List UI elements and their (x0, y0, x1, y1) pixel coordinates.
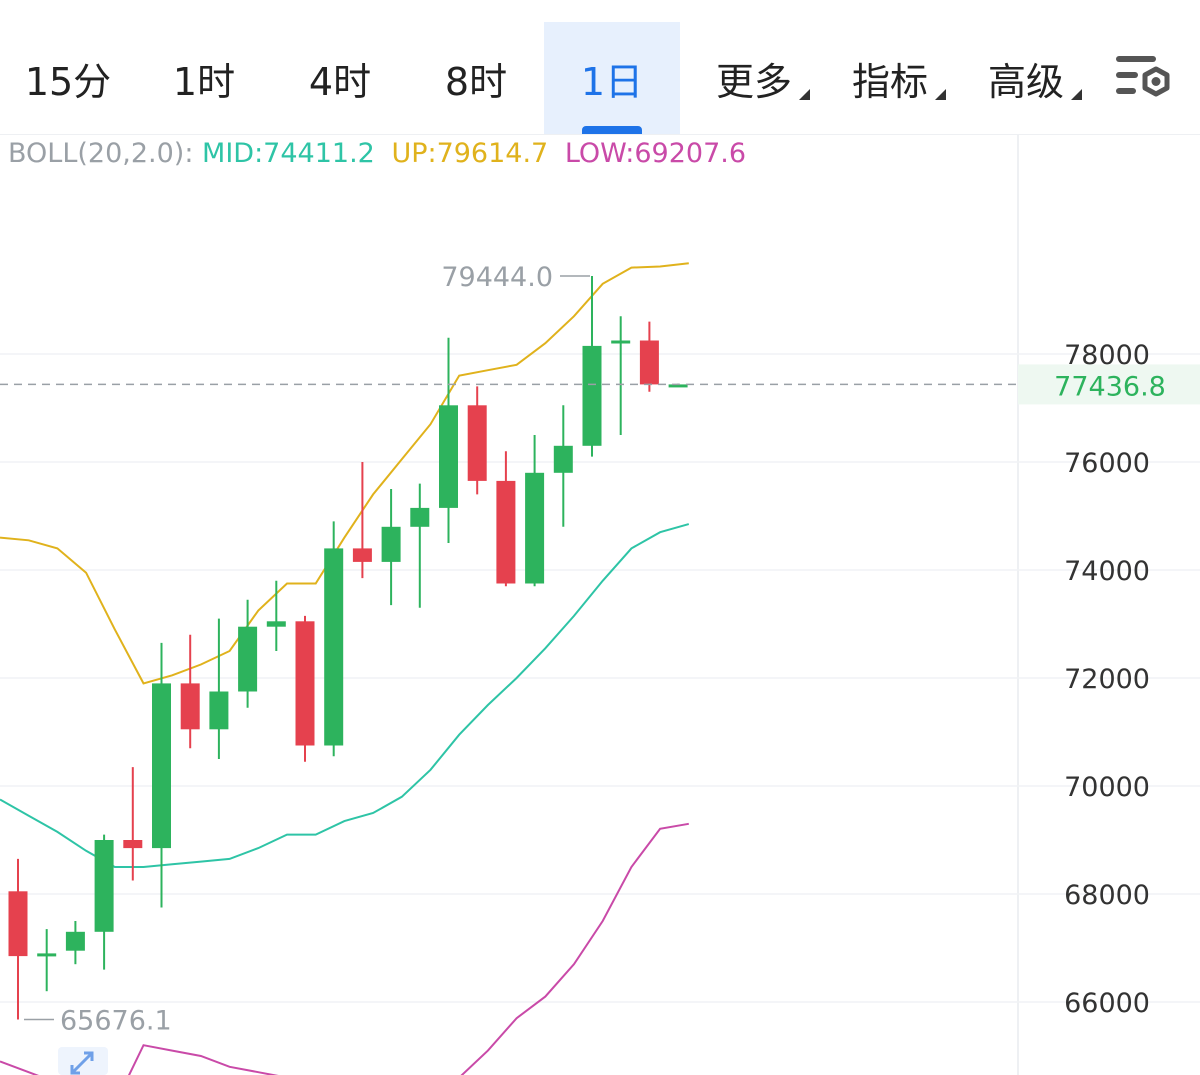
y-tick-label: 76000 (1064, 448, 1150, 479)
candle-body (439, 405, 458, 508)
active-tab-indicator (582, 126, 642, 134)
candle-body (324, 548, 344, 746)
candle-body (209, 691, 229, 730)
candle-body (553, 445, 573, 473)
tab-label: 1时 (172, 59, 236, 104)
tab-15min[interactable]: 15分 (0, 22, 136, 134)
tab-indicators[interactable]: 指标 (836, 22, 946, 134)
candle-body (496, 480, 516, 584)
current-price-label-bg (1018, 364, 1200, 405)
candle-body (266, 621, 286, 627)
grid-layer (0, 135, 1200, 1075)
y-tick-label: 66000 (1064, 988, 1150, 1019)
tab-label: 1日 (580, 59, 644, 104)
boll-mid-line (0, 523, 690, 868)
boll-legend-mid: MID:74411.2 (202, 138, 375, 169)
tab-more[interactable]: 更多 (700, 22, 810, 134)
settings-gear-icon[interactable] (1112, 50, 1174, 104)
tab-label: 更多 (715, 59, 792, 104)
boll-indicator-legend: BOLL(20,2.0): MID:74411.2 UP:79614.7 LOW… (8, 138, 746, 169)
candle-body (94, 840, 114, 932)
tab-label: 15分 (24, 59, 112, 104)
current-price-label: 77436.8 (1054, 371, 1166, 402)
tab-label: 4时 (308, 59, 372, 104)
expand-icon[interactable] (58, 1047, 108, 1075)
tab-label: 指标 (851, 59, 928, 104)
tab-1day[interactable]: 1日 (544, 22, 680, 134)
candles-layer (8, 276, 688, 1020)
candle-body (582, 345, 602, 446)
y-tick-label: 68000 (1064, 880, 1150, 911)
tab-advanced[interactable]: 高级 (972, 22, 1082, 134)
candle-body (668, 384, 688, 388)
expand-icon-arrow (70, 1051, 94, 1075)
tab-1hour[interactable]: 1时 (136, 22, 272, 134)
y-tick-label: 72000 (1064, 664, 1150, 695)
candle-body (152, 683, 171, 849)
dropdown-corner-icon (799, 89, 810, 100)
tab-4hour[interactable]: 4时 (272, 22, 408, 134)
tab-label: 8时 (444, 59, 508, 104)
candle-body (123, 840, 143, 849)
candle-body (639, 340, 659, 385)
boll-bands-layer (0, 262, 690, 1075)
dropdown-corner-icon (935, 89, 946, 100)
candle-body (467, 405, 487, 481)
candle-body (65, 931, 85, 951)
tab-label: 高级 (987, 59, 1064, 104)
boll-legend-low: LOW:69207.6 (564, 138, 747, 169)
boll-legend-up: UP:79614.7 (391, 138, 549, 169)
low-marker-label: 65676.1 (60, 1005, 172, 1036)
candle-body (525, 472, 545, 584)
candle-body (238, 626, 258, 692)
boll-lower-line (0, 822, 689, 1075)
candle-body (37, 953, 57, 957)
price-markers-layer: 77436.8 79444.0 65676.1 (0, 262, 1200, 1075)
y-tick-label: 70000 (1064, 772, 1150, 803)
candle-body (381, 526, 401, 562)
high-marker-label: 79444.0 (441, 262, 553, 293)
tab-8hour[interactable]: 8时 (408, 22, 544, 134)
candle-body (8, 891, 28, 957)
timeframe-tab-bar: 15分 1时 4时 8时 1日 更多 指标 高级 (0, 0, 1200, 135)
candle-body (410, 507, 430, 527)
candle-body (180, 683, 200, 730)
candle-body (295, 621, 315, 746)
boll-upper-line (0, 262, 689, 685)
dropdown-corner-icon (1071, 89, 1082, 100)
boll-legend-name: BOLL(20,2.0): (8, 138, 194, 169)
y-tick-label: 74000 (1064, 556, 1150, 587)
candle-body (611, 340, 631, 344)
candle-body (352, 548, 372, 562)
